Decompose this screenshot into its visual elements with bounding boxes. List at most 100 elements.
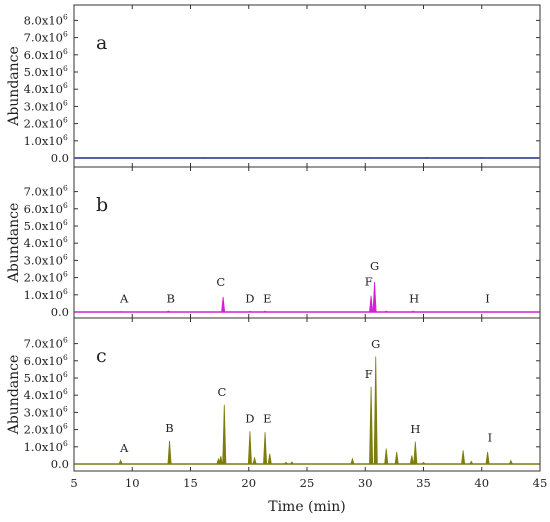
panel-c-frame xyxy=(73,317,541,472)
panel-c-peak-label-E: E xyxy=(263,412,271,426)
panel-a-ytick-exponent: 6 xyxy=(63,64,68,73)
panel-b-ytick-label: 7.0x10 xyxy=(24,185,63,199)
panel-c-peak xyxy=(485,451,490,465)
panel-b-ytick-label: 2.0x10 xyxy=(24,271,63,285)
panel-a-ytick-exponent: 6 xyxy=(63,12,68,21)
panel-a-frame xyxy=(73,4,541,168)
panel-b-ytick-label: 0.0 xyxy=(51,305,69,319)
panel-c-peak xyxy=(252,456,257,465)
panel-a-ytick-exponent: 6 xyxy=(63,133,68,142)
xtick-label: 45 xyxy=(533,476,548,490)
panel-a-ytick-label: 8.0x10 xyxy=(24,13,63,27)
xtick-label: 30 xyxy=(358,476,373,490)
panel-c-peak-label-D: D xyxy=(245,412,254,426)
panel-b-ytick-exponent: 6 xyxy=(63,201,68,210)
panel-c-ytick-label: 0.0 xyxy=(51,457,69,471)
panel-c-peak-label-F: F xyxy=(365,367,373,381)
panel-b-ytick-exponent: 6 xyxy=(63,184,68,193)
panel-b-peak-label-D: D xyxy=(245,292,254,306)
panel-b-peak xyxy=(263,310,267,313)
panel-b-peak xyxy=(372,281,377,313)
xtick-label: 35 xyxy=(416,476,431,490)
panel-c-ytick-label: 4.0x10 xyxy=(24,388,63,402)
panel-c-ytick-label: 3.0x10 xyxy=(24,405,63,419)
panel-b-ylabel: Abundance xyxy=(6,203,22,284)
panel-c-peak xyxy=(267,453,272,465)
panel-b-peak xyxy=(369,295,374,313)
panel-a-peak xyxy=(425,157,429,159)
panel-b-peak-label-A: A xyxy=(119,292,129,306)
panel-c-peak xyxy=(508,459,514,465)
panel-c-peak xyxy=(409,455,414,465)
panel-c-peak xyxy=(468,460,474,465)
panel-b-ytick-label: 5.0x10 xyxy=(24,219,63,233)
xtick-label: 10 xyxy=(125,476,140,490)
panel-c-peak xyxy=(384,448,389,465)
panel-c-letter: c xyxy=(96,345,107,367)
panel-c-peak xyxy=(263,432,268,465)
panel-c-ylabel: Abundance xyxy=(6,355,22,436)
xtick-label: 5 xyxy=(70,476,77,490)
panel-b-ytick-exponent: 6 xyxy=(63,235,68,244)
panel-b-peak-label-F: F xyxy=(365,274,373,288)
panel-b-peak-label-G: G xyxy=(370,259,379,273)
panel-b-peak-label-B: B xyxy=(166,292,174,306)
panel-c-peak-label-I: I xyxy=(488,431,493,445)
panel-b-ytick-exponent: 6 xyxy=(63,287,68,296)
panel-a-ytick-label: 0.0 xyxy=(51,151,69,165)
panel-c-ytick-exponent: 6 xyxy=(63,439,68,448)
panel-c-peak xyxy=(118,459,123,465)
panel-c-ytick-label: 7.0x10 xyxy=(24,337,63,351)
panel-c-ytick-exponent: 6 xyxy=(63,336,68,345)
panel-a: 0.01.0x10 62.0x10 63.0x10 64.0x10 65.0x10 66.… xyxy=(6,4,541,168)
panel-c-peak xyxy=(167,440,172,465)
panel-c-peak xyxy=(461,450,466,465)
panel-a-ytick-exponent: 6 xyxy=(63,30,68,39)
panel-c-peak xyxy=(394,451,399,465)
panel-b-peak xyxy=(248,310,252,313)
panel-c-peak xyxy=(247,431,252,465)
xtick-label: 20 xyxy=(241,476,256,490)
panel-a-ytick-exponent: 6 xyxy=(63,116,68,125)
panel-c-ytick-label: 2.0x10 xyxy=(24,423,63,437)
panel-c-ytick-exponent: 6 xyxy=(63,422,68,431)
panel-a-ytick-exponent: 6 xyxy=(63,81,68,90)
panel-b-frame xyxy=(73,166,541,319)
panel-b-peak-label-I: I xyxy=(485,292,490,306)
panel-b-ytick-label: 1.0x10 xyxy=(24,288,63,302)
xtick-label: 25 xyxy=(300,476,315,490)
panel-c-peak-label-B: B xyxy=(165,421,173,435)
panel-b-peak xyxy=(411,310,415,313)
panel-a-ytick-label: 7.0x10 xyxy=(24,31,63,45)
panel-c-peak-label-H: H xyxy=(410,422,420,436)
panel-a-ytick-label: 2.0x10 xyxy=(24,117,63,131)
panel-b-ytick-exponent: 6 xyxy=(63,218,68,227)
x-axis-label: Time (min) xyxy=(268,499,346,515)
panel-c-ytick-exponent: 6 xyxy=(63,404,68,413)
panel-a-ytick-label: 6.0x10 xyxy=(24,48,63,62)
xtick-label: 40 xyxy=(474,476,489,490)
panel-c-peak-label-C: C xyxy=(218,385,227,399)
panel-b-peak xyxy=(221,296,226,313)
panel-a-ytick-exponent: 6 xyxy=(63,47,68,56)
panel-c-peak xyxy=(373,356,378,465)
panel-c-ytick-exponent: 6 xyxy=(63,370,68,379)
panel-b-letter: b xyxy=(96,194,108,216)
panel-a-ytick-label: 5.0x10 xyxy=(24,65,63,79)
panel-c-ytick-label: 5.0x10 xyxy=(24,371,63,385)
panel-b-peak xyxy=(384,310,389,313)
panel-c-peak xyxy=(218,456,223,465)
panel-a-ytick-label: 4.0x10 xyxy=(24,82,63,96)
panel-a-ytick-exponent: 6 xyxy=(63,98,68,107)
panel-b-ytick-label: 3.0x10 xyxy=(24,253,63,267)
panel-b-ytick-exponent: 6 xyxy=(63,252,68,261)
panel-a-letter: a xyxy=(96,32,107,54)
panel-c-peak-label-A: A xyxy=(119,441,129,455)
panel-c-peak xyxy=(289,461,295,465)
panel-b-peak-label-C: C xyxy=(216,275,225,289)
panel-c-peak xyxy=(283,461,289,465)
panel-c-peak xyxy=(222,404,227,465)
panel-c-peak xyxy=(369,386,374,465)
panel-c-peak-label-G: G xyxy=(371,337,380,351)
panel-b-peak-label-E: E xyxy=(263,292,271,306)
